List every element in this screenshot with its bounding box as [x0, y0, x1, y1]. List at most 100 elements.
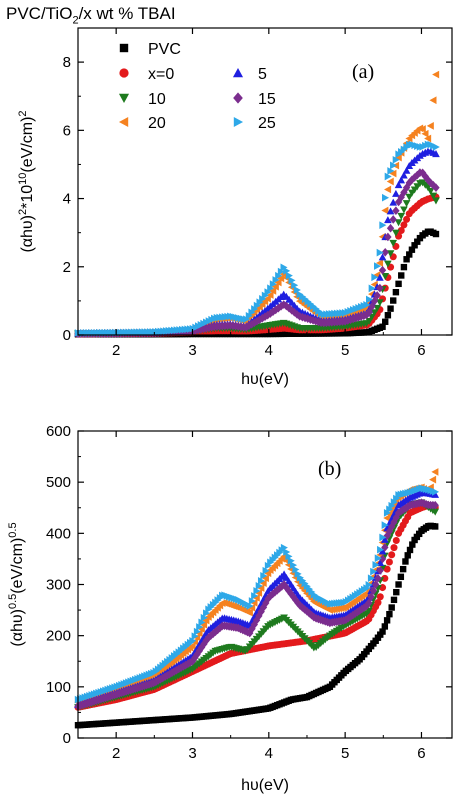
chart-panel-b: 2 3 4 5 6 0 100 200 300 400 500 600 hυ(eV) (αhυ)0.5(e… [7, 423, 453, 794]
data-point [374, 599, 382, 607]
x-tick-label: 3 [188, 745, 196, 762]
data-point [291, 281, 299, 290]
data-point [202, 616, 210, 625]
data-point [246, 602, 254, 610]
data-point [269, 287, 277, 295]
data-point [389, 239, 398, 247]
data-point [381, 521, 389, 529]
y-axis-title: (αhυ)2*1010(eV/cm)2 [17, 110, 36, 252]
data-point [381, 543, 389, 552]
data-point [365, 317, 374, 326]
data-point [393, 588, 400, 596]
data-point [262, 598, 270, 608]
x-tick-label: 3 [188, 342, 196, 359]
data-point [384, 232, 392, 242]
data-point [394, 219, 403, 227]
data-point [383, 617, 391, 624]
legend-label: 15 [258, 91, 276, 108]
data-point [260, 571, 268, 580]
data-point [432, 523, 439, 530]
data-point [200, 620, 208, 629]
data-point [203, 609, 211, 617]
legend-marker [232, 67, 244, 78]
data-point [294, 570, 302, 578]
data-point [188, 656, 197, 666]
y-tick-label: 0 [63, 327, 71, 344]
data-point [288, 276, 296, 285]
data-point [431, 490, 440, 498]
data-point [429, 180, 437, 190]
data-point [374, 554, 382, 563]
data-point [371, 273, 379, 282]
data-point [432, 183, 440, 192]
data-point [264, 561, 272, 570]
x-tick-label: 2 [112, 745, 120, 762]
y-tick-label: 6 [63, 122, 71, 139]
data-point [384, 260, 392, 268]
data-point [400, 206, 408, 214]
data-point [188, 642, 196, 650]
data-point [376, 566, 384, 575]
x-tick-label: 4 [265, 745, 273, 762]
data-point [248, 308, 256, 317]
data-point [253, 301, 261, 310]
data-point [280, 580, 288, 589]
x-axis-title: hυ(eV) [241, 371, 289, 388]
plot-frame [77, 27, 453, 336]
data-point [386, 207, 395, 215]
data-point [256, 298, 264, 307]
data-point [386, 610, 393, 618]
data-point [268, 589, 277, 599]
data-point [406, 251, 413, 258]
data-point [283, 548, 291, 556]
data-point [378, 265, 387, 275]
data-point [193, 633, 201, 642]
data-point [400, 188, 408, 197]
data-point [367, 574, 375, 583]
data-point [432, 197, 440, 205]
data-point [424, 134, 432, 143]
data-point [392, 513, 400, 522]
data-point [382, 318, 389, 325]
data-point [397, 573, 405, 581]
data-point [395, 280, 402, 288]
data-point [418, 125, 426, 133]
data-point [376, 593, 384, 601]
data-point [393, 494, 401, 503]
data-point [400, 221, 408, 229]
data-point [388, 501, 396, 510]
data-point [191, 653, 199, 663]
data-point [426, 187, 435, 195]
data-point [247, 319, 256, 329]
data-point [376, 273, 384, 281]
data-point [390, 297, 397, 304]
data-point [368, 284, 376, 293]
data-point [292, 565, 300, 574]
data-point [209, 629, 217, 639]
data-point [193, 650, 201, 659]
data-point [384, 216, 392, 224]
legend-marker [118, 116, 129, 128]
data-point [365, 581, 373, 589]
data-point [384, 172, 392, 181]
y-tick-label: 300 [46, 577, 71, 594]
data-point [262, 566, 270, 575]
data-point [374, 262, 382, 270]
data-point [200, 613, 208, 622]
data-point [397, 176, 406, 184]
data-point [271, 282, 279, 291]
data-point [245, 311, 253, 320]
y-tick-label: 500 [46, 474, 71, 491]
legend-marker [118, 93, 130, 104]
data-point [404, 552, 411, 559]
data-point [250, 318, 258, 328]
data-point [363, 301, 371, 309]
data-point [373, 291, 381, 300]
data-point [376, 248, 384, 257]
figure-title: PVC/TiO2/x wt % TBAI [6, 4, 176, 26]
data-point [301, 605, 309, 614]
data-point [189, 636, 197, 645]
data-point [216, 623, 224, 633]
data-point [432, 150, 440, 158]
data-point [429, 96, 437, 105]
